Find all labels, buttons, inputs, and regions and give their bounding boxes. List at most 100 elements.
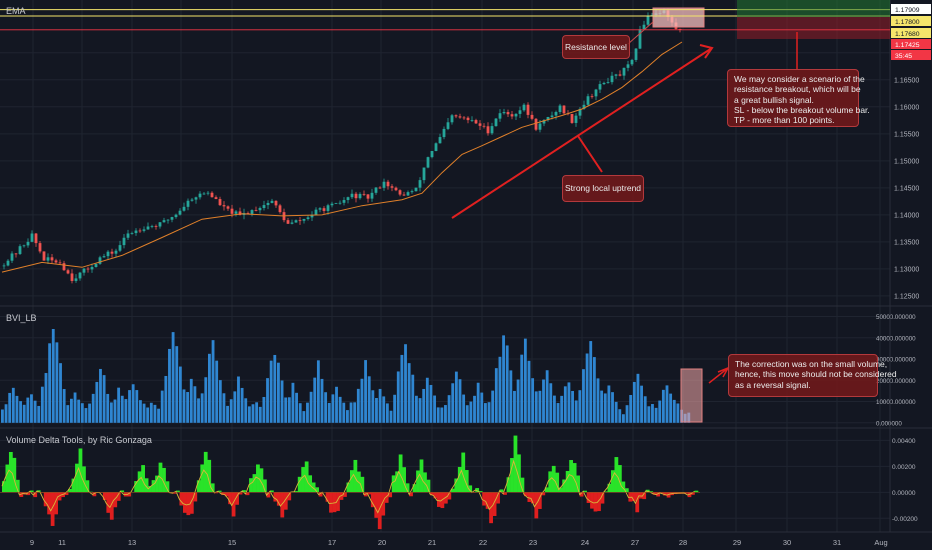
- volume-bar: [247, 406, 251, 423]
- volume-bar: [342, 402, 346, 423]
- candle-body: [86, 268, 90, 270]
- uptrend-arrow-head: [699, 44, 714, 59]
- volume-bar: [454, 371, 458, 423]
- candle-body: [450, 115, 454, 123]
- volume-tick-label: 20000.000000: [876, 378, 916, 385]
- candle-body: [570, 113, 574, 123]
- volume-bar: [302, 411, 306, 423]
- delta-bar: [2, 481, 6, 493]
- delta-bar: [419, 459, 424, 493]
- candle-body: [594, 89, 598, 97]
- volume-bar: [229, 399, 233, 423]
- candle-body: [18, 246, 22, 254]
- volume-tick-label: 0.000000: [876, 420, 902, 427]
- volume-bar: [516, 379, 520, 423]
- volume-bar: [429, 384, 433, 423]
- x-tick-label: 29: [733, 538, 741, 547]
- candle-body: [278, 205, 282, 213]
- volume-bar: [436, 407, 440, 423]
- uptrend-annotation[interactable]: Strong local uptrend: [562, 175, 644, 202]
- delta-bar: [597, 492, 601, 512]
- volume-panel-title[interactable]: BVI_LB: [6, 313, 37, 323]
- candle-body: [362, 193, 366, 195]
- volume-bar: [440, 407, 444, 423]
- delta-bar: [89, 491, 93, 493]
- delta-bar: [176, 490, 180, 493]
- delta-panel-title[interactable]: Volume Delta Tools, by Ric Gonzaga: [6, 435, 152, 445]
- volume-bar: [538, 390, 542, 423]
- x-tick-label: 17: [328, 538, 336, 547]
- candle-body: [186, 200, 190, 207]
- delta-bar: [343, 492, 347, 497]
- candle-body: [214, 197, 218, 200]
- volume-bar: [596, 378, 600, 423]
- delta-bar: [377, 492, 382, 530]
- volume-bar: [356, 388, 360, 423]
- breakout-annotation[interactable]: We may consider a scenario of the resist…: [727, 69, 870, 127]
- breakout-line-3: a great bullish signal.: [734, 94, 814, 105]
- candle-body: [618, 74, 622, 76]
- candle-body: [106, 251, 110, 257]
- candle-body: [270, 200, 274, 203]
- candle-body: [646, 15, 650, 25]
- price-badge: [891, 39, 931, 49]
- delta-bar: [583, 490, 587, 493]
- candle-body: [274, 200, 278, 206]
- delta-bar: [141, 465, 145, 493]
- delta-bar: [75, 463, 79, 493]
- volume-bar: [106, 393, 110, 423]
- volume-bar: [269, 360, 273, 423]
- volume-bar: [186, 392, 190, 423]
- volume-bar: [44, 373, 48, 423]
- delta-bar: [461, 452, 466, 493]
- delta-bar: [287, 492, 292, 501]
- volume-bar: [338, 396, 342, 423]
- volume-bar: [215, 360, 219, 423]
- price-badge-label: 1.17425: [895, 42, 920, 49]
- resistance-annotation[interactable]: Resistance level: [562, 35, 630, 59]
- volume-bar: [582, 369, 585, 423]
- price-tick-label: 1.15000: [894, 158, 919, 165]
- delta-bar: [207, 459, 212, 493]
- delta-bar: [409, 492, 413, 497]
- volume-bar: [611, 392, 614, 423]
- delta-bar: [388, 492, 393, 498]
- delta-bar: [555, 472, 560, 493]
- main-panel-title[interactable]: EMA: [6, 6, 26, 16]
- x-tick-label: Aug: [874, 538, 887, 547]
- candle-body: [466, 117, 470, 121]
- candle-body: [58, 262, 62, 264]
- candle-body: [34, 233, 38, 244]
- volume-bar: [313, 377, 317, 423]
- volume-bar: [349, 402, 353, 423]
- delta-bar: [517, 454, 521, 493]
- delta-bar: [649, 491, 654, 493]
- volume-bar: [415, 395, 418, 423]
- delta-bar: [457, 466, 462, 493]
- delta-bar: [562, 479, 567, 493]
- candle-body: [266, 202, 270, 206]
- price-tick-label: 1.16000: [894, 104, 919, 111]
- volume-bar: [643, 396, 647, 423]
- volume-bar: [625, 405, 629, 423]
- delta-bar: [530, 492, 535, 504]
- delta-bar: [36, 490, 41, 493]
- candle-body: [506, 112, 510, 115]
- candle-body: [514, 113, 518, 117]
- volume-bar: [396, 371, 400, 423]
- volume-bar: [171, 332, 175, 423]
- candle-body: [510, 114, 514, 117]
- candle-body: [678, 28, 682, 30]
- candle-body: [458, 116, 462, 118]
- volume-bar: [4, 404, 8, 423]
- volume-bar: [197, 398, 200, 423]
- volume-bar: [473, 395, 476, 423]
- delta-bar: [475, 488, 480, 493]
- volume-bar: [502, 335, 505, 423]
- candle-body: [538, 123, 542, 130]
- x-tick-label: 22: [479, 538, 487, 547]
- correction-annotation[interactable]: The correction was on the small volume, …: [728, 354, 897, 397]
- volume-bar: [607, 385, 611, 423]
- candle-body: [358, 193, 362, 199]
